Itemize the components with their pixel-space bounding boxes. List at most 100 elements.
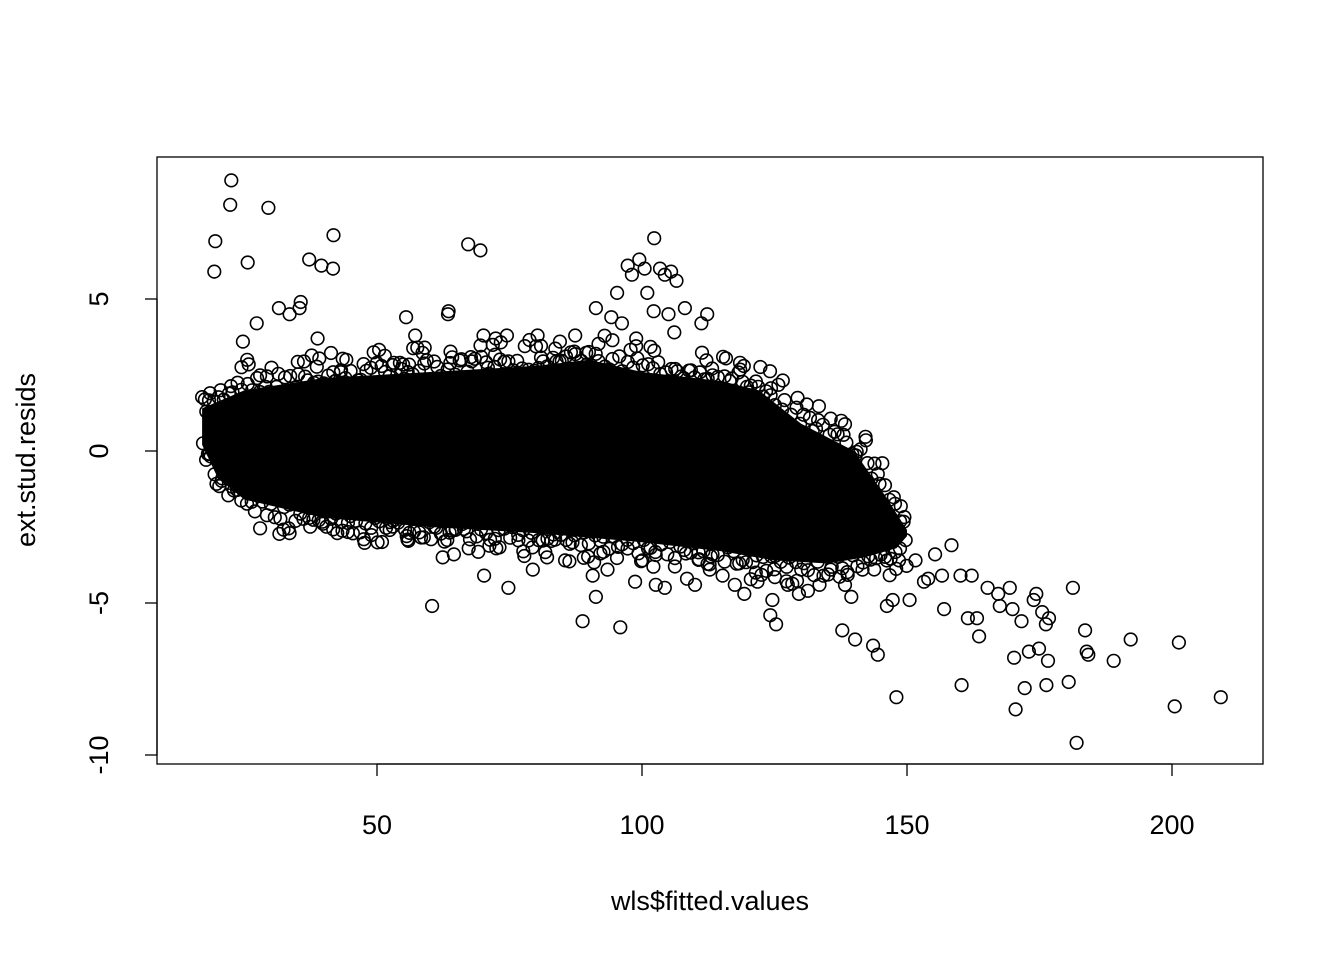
data-point <box>727 577 742 592</box>
data-point <box>1017 680 1032 696</box>
y-tick-label: -5 <box>84 591 114 615</box>
data-point <box>425 598 440 614</box>
data-point <box>960 611 976 626</box>
data-point <box>471 544 486 559</box>
data-point <box>875 456 890 471</box>
data-point <box>440 362 455 377</box>
data-point <box>643 339 658 355</box>
data-point <box>446 547 462 562</box>
data-point <box>283 368 298 384</box>
data-point <box>487 531 502 546</box>
data-point <box>790 390 805 406</box>
data-point <box>667 559 683 574</box>
data-point <box>891 553 907 568</box>
data-point <box>339 352 354 367</box>
data-point <box>886 490 901 505</box>
data-point <box>808 421 824 436</box>
data-point <box>702 562 717 577</box>
data-point <box>385 358 400 373</box>
data-point <box>480 360 496 375</box>
data-point <box>399 310 414 325</box>
data-point <box>552 334 568 349</box>
data-point <box>489 541 504 556</box>
data-point <box>567 528 582 543</box>
data-point <box>397 371 412 386</box>
data-point <box>796 556 811 571</box>
data-point <box>293 294 308 310</box>
data-point <box>581 344 597 360</box>
data-point <box>207 264 222 279</box>
data-point <box>897 509 912 525</box>
data-point <box>267 510 282 525</box>
data-point <box>953 568 968 583</box>
data-point <box>1006 650 1022 665</box>
data-point <box>771 377 786 392</box>
data-point <box>325 261 341 276</box>
data-point <box>588 301 604 316</box>
data-point <box>830 427 845 442</box>
data-point <box>282 497 297 512</box>
data-point <box>827 424 842 439</box>
data-point <box>408 328 423 343</box>
data-point <box>667 325 682 340</box>
data-point <box>424 532 439 547</box>
data-point <box>277 370 293 385</box>
data-point <box>908 553 923 568</box>
data-point <box>877 478 893 493</box>
data-point <box>823 562 838 577</box>
data-point <box>326 228 341 243</box>
data-point <box>629 331 644 346</box>
data-point <box>213 383 228 398</box>
data-point <box>927 547 943 562</box>
data-point <box>1029 586 1044 602</box>
data-point <box>620 258 635 273</box>
data-point <box>527 363 542 379</box>
data-point <box>840 567 855 583</box>
data-point <box>1213 690 1228 705</box>
data-point <box>288 380 303 395</box>
data-point <box>1031 641 1047 656</box>
data-point <box>677 301 693 316</box>
data-point <box>867 562 882 577</box>
data-point <box>1021 644 1037 659</box>
data-point <box>865 638 881 653</box>
data-point <box>535 354 551 369</box>
data-points <box>199 173 1228 750</box>
data-point <box>868 551 884 566</box>
data-point <box>557 553 573 568</box>
data-point <box>382 522 397 538</box>
data-point <box>597 328 612 343</box>
data-point <box>510 353 525 369</box>
data-point <box>253 368 268 383</box>
data-point <box>240 352 255 367</box>
data-point <box>715 568 730 583</box>
data-point <box>855 562 870 577</box>
data-point <box>249 316 264 331</box>
data-point <box>588 589 604 605</box>
data-point <box>936 601 952 617</box>
data-point <box>811 399 827 414</box>
data-point <box>896 514 911 529</box>
data-point <box>356 532 371 547</box>
data-point <box>454 352 469 367</box>
data-point <box>530 328 545 343</box>
data-point <box>889 690 904 705</box>
data-point <box>208 234 223 249</box>
data-point <box>969 611 985 626</box>
data-point <box>223 197 238 212</box>
y-axis-label: ext.stud.resids <box>11 373 41 547</box>
data-point <box>980 580 995 595</box>
data-point <box>456 521 472 537</box>
data-point <box>558 349 574 364</box>
data-point <box>834 413 849 428</box>
data-point <box>417 340 432 355</box>
data-point <box>735 552 750 568</box>
data-point <box>399 528 414 544</box>
data-point <box>240 255 255 270</box>
data-point <box>568 328 583 343</box>
data-point <box>235 334 250 349</box>
dense-point-cloud <box>195 328 914 593</box>
data-point <box>302 510 317 526</box>
data-point <box>575 614 590 629</box>
data-point <box>473 243 488 258</box>
